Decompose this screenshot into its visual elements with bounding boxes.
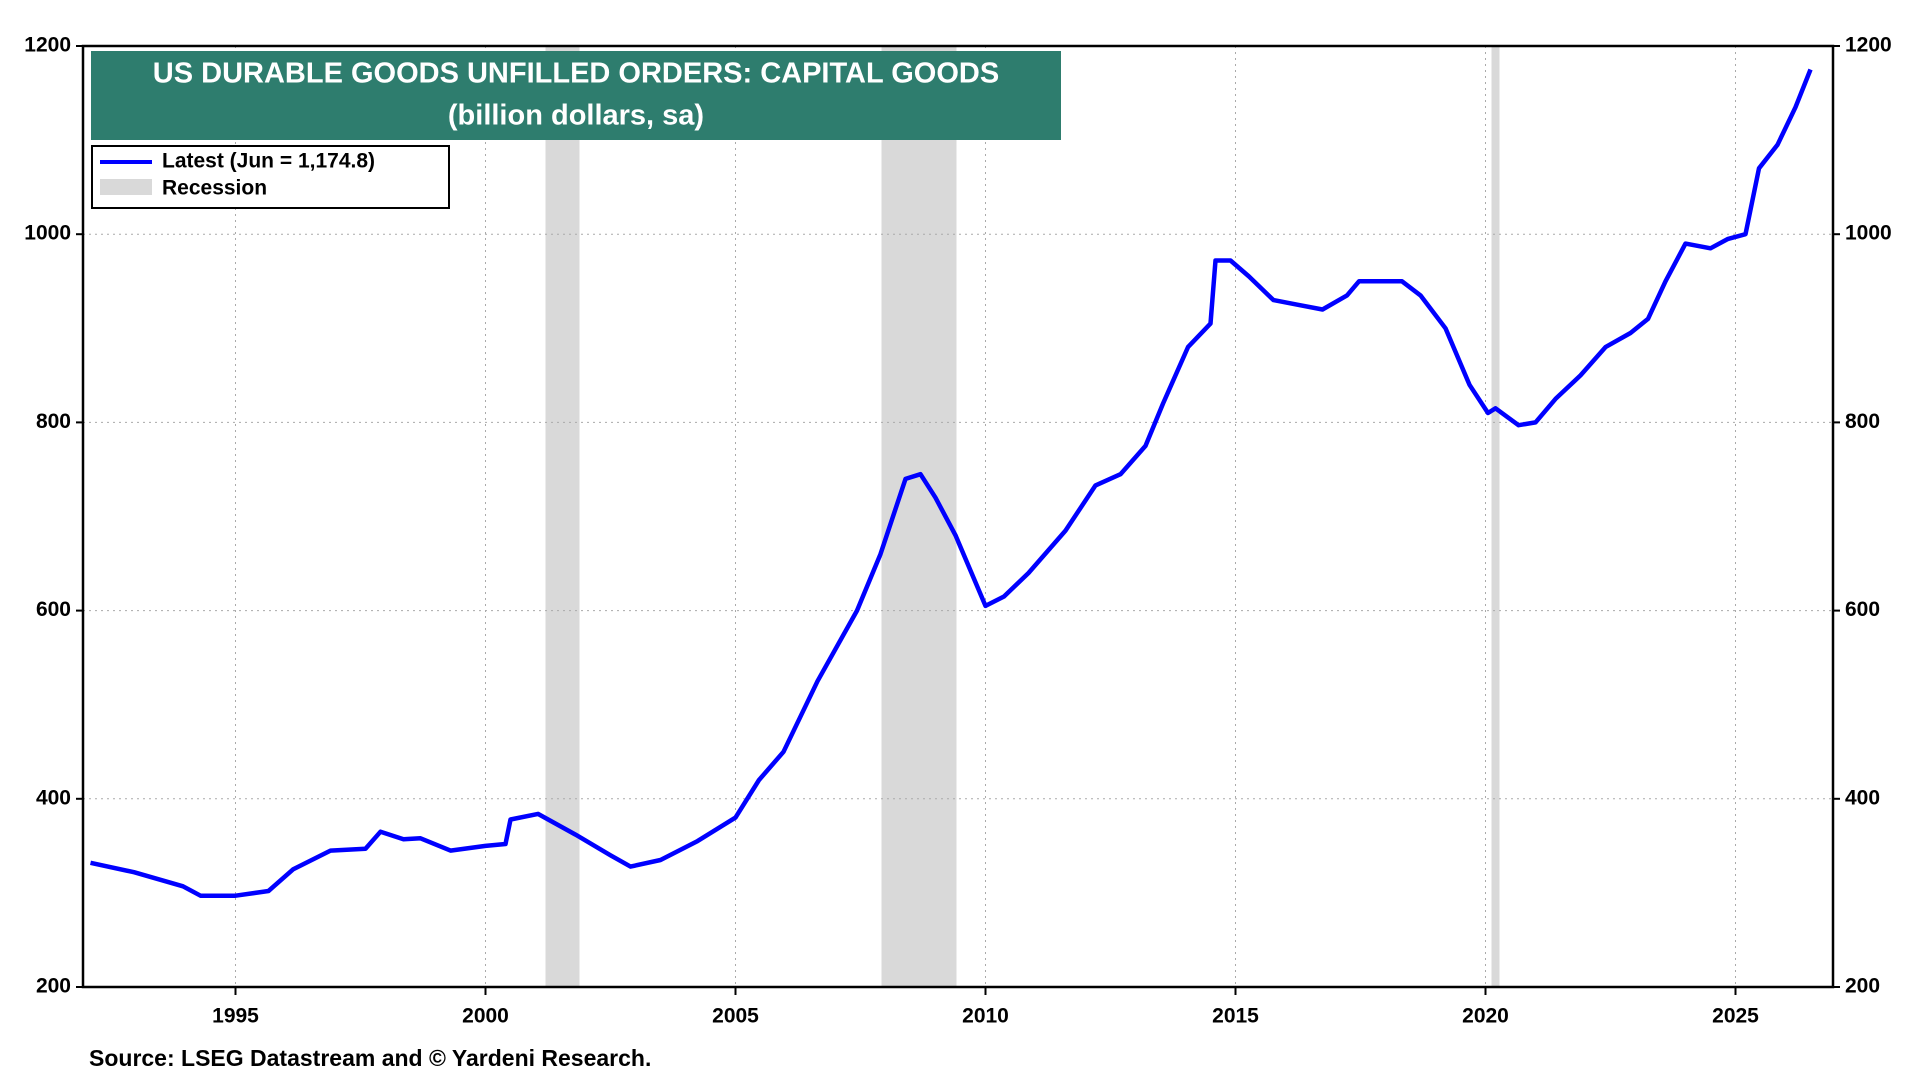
y-tick-label: 600 bbox=[36, 598, 71, 621]
y2-tick-label: 1200 bbox=[1845, 34, 1892, 57]
legend-label: Recession bbox=[162, 177, 267, 200]
x-tick-label: 2015 bbox=[1212, 1005, 1259, 1028]
y-tick-label: 1000 bbox=[24, 222, 71, 245]
plot-frame bbox=[81, 44, 1835, 989]
y2-tick-label: 200 bbox=[1845, 975, 1880, 998]
chart-title: US DURABLE GOODS UNFILLED ORDERS: CAPITA… bbox=[153, 58, 999, 90]
legend-swatch bbox=[100, 179, 152, 195]
y-tick-label: 1200 bbox=[24, 34, 71, 57]
y2-tick-label: 400 bbox=[1845, 786, 1880, 809]
title-box bbox=[91, 51, 1061, 140]
recession-band bbox=[545, 46, 580, 987]
legend-box bbox=[91, 145, 450, 209]
source-note: Source: LSEG Datastream and © Yardeni Re… bbox=[89, 1045, 651, 1071]
legend-label: Latest (Jun = 1,174.8) bbox=[162, 150, 375, 173]
y2-tick-label: 1000 bbox=[1845, 222, 1892, 245]
y-tick-label: 800 bbox=[36, 410, 71, 433]
x-tick-label: 1995 bbox=[212, 1005, 259, 1028]
plot-layer: 200 200 400 400 600 600 800 800 1000 1000 1200 1200… bbox=[24, 34, 1891, 1028]
chart-subtitle: (billion dollars, sa) bbox=[448, 100, 704, 132]
x-tick-label: 2020 bbox=[1462, 1005, 1509, 1028]
x-tick-label: 2025 bbox=[1712, 1005, 1759, 1028]
x-tick-label: 2010 bbox=[962, 1005, 1009, 1028]
x-tick-label: 2000 bbox=[462, 1005, 509, 1028]
y2-tick-label: 600 bbox=[1845, 598, 1880, 621]
recession-band bbox=[1491, 46, 1500, 987]
y-tick-label: 400 bbox=[36, 786, 71, 809]
x-tick-label: 2005 bbox=[712, 1005, 759, 1028]
y2-tick-label: 800 bbox=[1845, 410, 1880, 433]
y-tick-label: 200 bbox=[36, 975, 71, 998]
data-line bbox=[90, 68, 1813, 898]
